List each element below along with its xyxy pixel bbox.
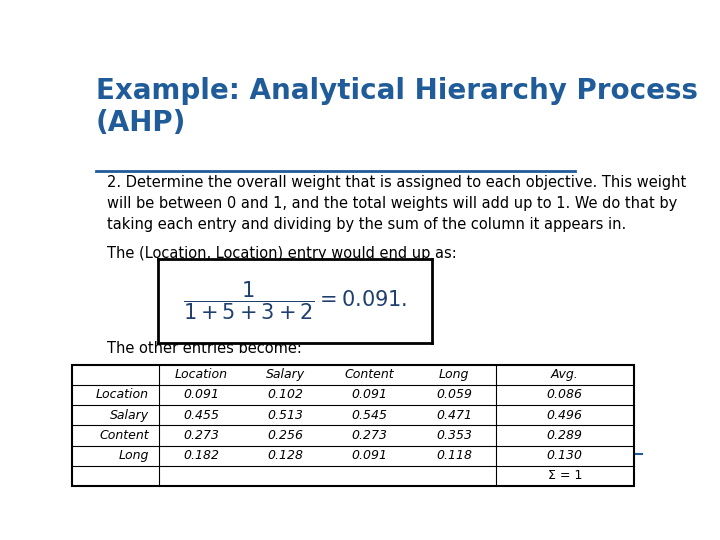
Text: Content: Content: [345, 368, 395, 381]
Text: 59: 59: [613, 461, 631, 475]
Text: Salary: Salary: [266, 368, 305, 381]
Text: Salary: Salary: [109, 409, 148, 422]
Text: 0.545: 0.545: [351, 409, 387, 422]
Text: Location: Location: [175, 368, 228, 381]
Text: 0.353: 0.353: [436, 429, 472, 442]
Text: 0.455: 0.455: [183, 409, 219, 422]
Text: 0.513: 0.513: [267, 409, 303, 422]
Text: 0.273: 0.273: [351, 429, 387, 442]
Text: Long: Long: [118, 449, 148, 462]
Text: 0.102: 0.102: [267, 388, 303, 401]
Text: Location: Location: [96, 388, 148, 401]
Text: 0.118: 0.118: [436, 449, 472, 462]
Text: Σ = 1: Σ = 1: [548, 469, 582, 482]
Text: 2. Determine the overall weight that is assigned to each objective. This weight
: 2. Determine the overall weight that is …: [107, 175, 686, 232]
Text: $\dfrac{1}{1+5+3+2} = 0.091.$: $\dfrac{1}{1+5+3+2} = 0.091.$: [183, 280, 408, 322]
Text: 0.059: 0.059: [436, 388, 472, 401]
Text: 0.289: 0.289: [546, 429, 582, 442]
Text: 0.130: 0.130: [546, 449, 582, 462]
Text: 0.496: 0.496: [546, 409, 582, 422]
Text: 0.086: 0.086: [546, 388, 582, 401]
Text: The (Location, Location) entry would end up as:: The (Location, Location) entry would end…: [107, 246, 456, 261]
Text: 0.273: 0.273: [183, 429, 219, 442]
Text: The other entries become:: The other entries become:: [107, 341, 302, 356]
Text: 0.182: 0.182: [183, 449, 219, 462]
Text: Avg.: Avg.: [551, 368, 579, 381]
Text: Example: Analytical Hierarchy Process
(AHP): Example: Analytical Hierarchy Process (A…: [96, 77, 698, 137]
Text: 0.128: 0.128: [267, 449, 303, 462]
Text: 0.091: 0.091: [351, 388, 387, 401]
Text: Morgan State University • Systems Engineering Lecture 3: Morgan State University • Systems Engine…: [166, 462, 572, 475]
Text: 0.091: 0.091: [351, 449, 387, 462]
Text: Long: Long: [438, 368, 469, 381]
Text: 0.091: 0.091: [183, 388, 219, 401]
Text: 0.256: 0.256: [267, 429, 303, 442]
Text: Content: Content: [99, 429, 148, 442]
Text: 0.471: 0.471: [436, 409, 472, 422]
